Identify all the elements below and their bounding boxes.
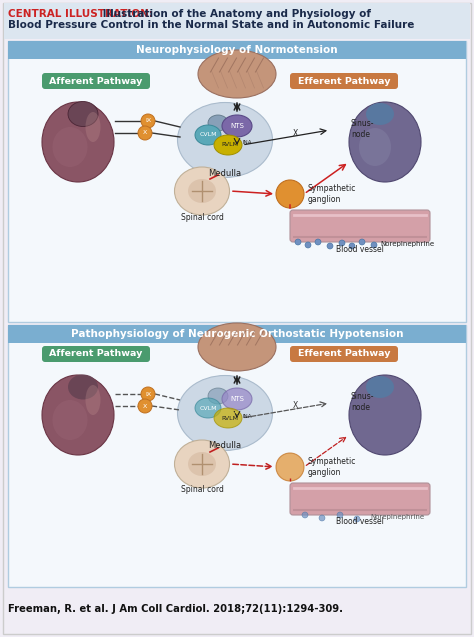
- Ellipse shape: [42, 102, 114, 182]
- FancyBboxPatch shape: [290, 483, 430, 515]
- Ellipse shape: [85, 385, 100, 415]
- FancyBboxPatch shape: [42, 73, 150, 89]
- Circle shape: [276, 180, 304, 208]
- Circle shape: [315, 239, 321, 245]
- Text: Afferent Pathway: Afferent Pathway: [49, 76, 143, 85]
- Ellipse shape: [85, 112, 100, 142]
- Text: Efferent Pathway: Efferent Pathway: [298, 76, 390, 85]
- Bar: [8, 325, 466, 587]
- Text: CENTRAL ILLUSTRATION:: CENTRAL ILLUSTRATION:: [8, 9, 153, 19]
- Text: Medulla: Medulla: [209, 441, 242, 450]
- Bar: [8, 41, 466, 59]
- Ellipse shape: [53, 127, 88, 167]
- Circle shape: [339, 240, 345, 246]
- Text: Spinal cord: Spinal cord: [181, 213, 223, 222]
- Text: INA: INA: [243, 141, 253, 145]
- Ellipse shape: [177, 375, 273, 450]
- Circle shape: [295, 239, 301, 245]
- Circle shape: [138, 399, 152, 413]
- Ellipse shape: [198, 323, 276, 371]
- Text: Medulla: Medulla: [209, 169, 242, 178]
- Ellipse shape: [366, 376, 394, 398]
- Bar: [8, 41, 466, 322]
- Circle shape: [349, 243, 355, 249]
- Circle shape: [337, 512, 343, 518]
- Ellipse shape: [359, 128, 391, 166]
- FancyBboxPatch shape: [290, 210, 430, 242]
- Ellipse shape: [349, 375, 421, 455]
- Ellipse shape: [177, 103, 273, 178]
- Ellipse shape: [68, 101, 98, 127]
- FancyBboxPatch shape: [42, 346, 150, 362]
- Ellipse shape: [195, 398, 221, 418]
- Text: X: X: [143, 403, 147, 408]
- Text: RVLM: RVLM: [221, 143, 238, 148]
- Text: Efferent Pathway: Efferent Pathway: [298, 350, 390, 359]
- Circle shape: [319, 515, 325, 521]
- Circle shape: [138, 126, 152, 140]
- Ellipse shape: [366, 103, 394, 125]
- Text: X: X: [292, 401, 298, 410]
- Text: Neurophysiology of Normotension: Neurophysiology of Normotension: [136, 45, 338, 55]
- Text: NTS: NTS: [230, 396, 244, 402]
- Text: Sympathetic
ganglion: Sympathetic ganglion: [308, 184, 356, 204]
- Circle shape: [359, 239, 365, 245]
- Ellipse shape: [188, 179, 216, 203]
- Ellipse shape: [214, 135, 242, 155]
- Bar: [4, 3, 470, 39]
- Circle shape: [327, 243, 333, 249]
- Ellipse shape: [174, 440, 229, 488]
- Ellipse shape: [195, 125, 221, 145]
- Ellipse shape: [214, 408, 242, 428]
- Text: Blood vessel: Blood vessel: [336, 517, 384, 527]
- Text: X: X: [143, 131, 147, 136]
- Circle shape: [305, 242, 311, 248]
- Text: Blood Pressure Control in the Normal State and in Autonomic Failure: Blood Pressure Control in the Normal Sta…: [8, 20, 414, 30]
- Text: CVLM: CVLM: [199, 132, 217, 138]
- Ellipse shape: [198, 50, 276, 98]
- Circle shape: [141, 387, 155, 401]
- Ellipse shape: [208, 388, 228, 404]
- Text: Sinus-
node: Sinus- node: [351, 392, 374, 412]
- Text: Illustration of the Anatomy and Physiology of: Illustration of the Anatomy and Physiolo…: [99, 9, 371, 19]
- Ellipse shape: [222, 388, 252, 410]
- Text: Norepinephrine: Norepinephrine: [370, 514, 424, 520]
- Text: INA: INA: [243, 413, 253, 419]
- Text: Afferent Pathway: Afferent Pathway: [49, 350, 143, 359]
- Text: Norepinephrine: Norepinephrine: [380, 241, 434, 247]
- Circle shape: [354, 516, 360, 522]
- Circle shape: [371, 242, 377, 248]
- Text: Freeman, R. et al. J Am Coll Cardiol. 2018;72(11):1294-309.: Freeman, R. et al. J Am Coll Cardiol. 20…: [8, 604, 343, 614]
- Text: CVLM: CVLM: [199, 406, 217, 410]
- Text: Sinus-
node: Sinus- node: [351, 119, 374, 139]
- Ellipse shape: [222, 115, 252, 137]
- Text: X: X: [292, 129, 298, 138]
- Circle shape: [141, 114, 155, 128]
- Text: Sympathetic
ganglion: Sympathetic ganglion: [308, 457, 356, 476]
- FancyBboxPatch shape: [290, 73, 398, 89]
- Ellipse shape: [188, 452, 216, 476]
- Text: IX: IX: [145, 118, 151, 124]
- Text: IX: IX: [145, 392, 151, 396]
- Circle shape: [276, 453, 304, 481]
- Ellipse shape: [68, 375, 98, 399]
- Ellipse shape: [349, 102, 421, 182]
- Bar: [8, 325, 466, 343]
- Ellipse shape: [174, 167, 229, 215]
- FancyBboxPatch shape: [290, 346, 398, 362]
- Text: NTS: NTS: [230, 123, 244, 129]
- Text: Pathophysiology of Neurogenic Orthostatic Hypotension: Pathophysiology of Neurogenic Orthostati…: [71, 329, 403, 339]
- Text: RVLM: RVLM: [221, 415, 238, 420]
- Text: Spinal cord: Spinal cord: [181, 485, 223, 494]
- Ellipse shape: [42, 375, 114, 455]
- Circle shape: [302, 512, 308, 518]
- Ellipse shape: [208, 115, 228, 131]
- Ellipse shape: [53, 400, 88, 440]
- Text: Blood vessel: Blood vessel: [336, 245, 384, 254]
